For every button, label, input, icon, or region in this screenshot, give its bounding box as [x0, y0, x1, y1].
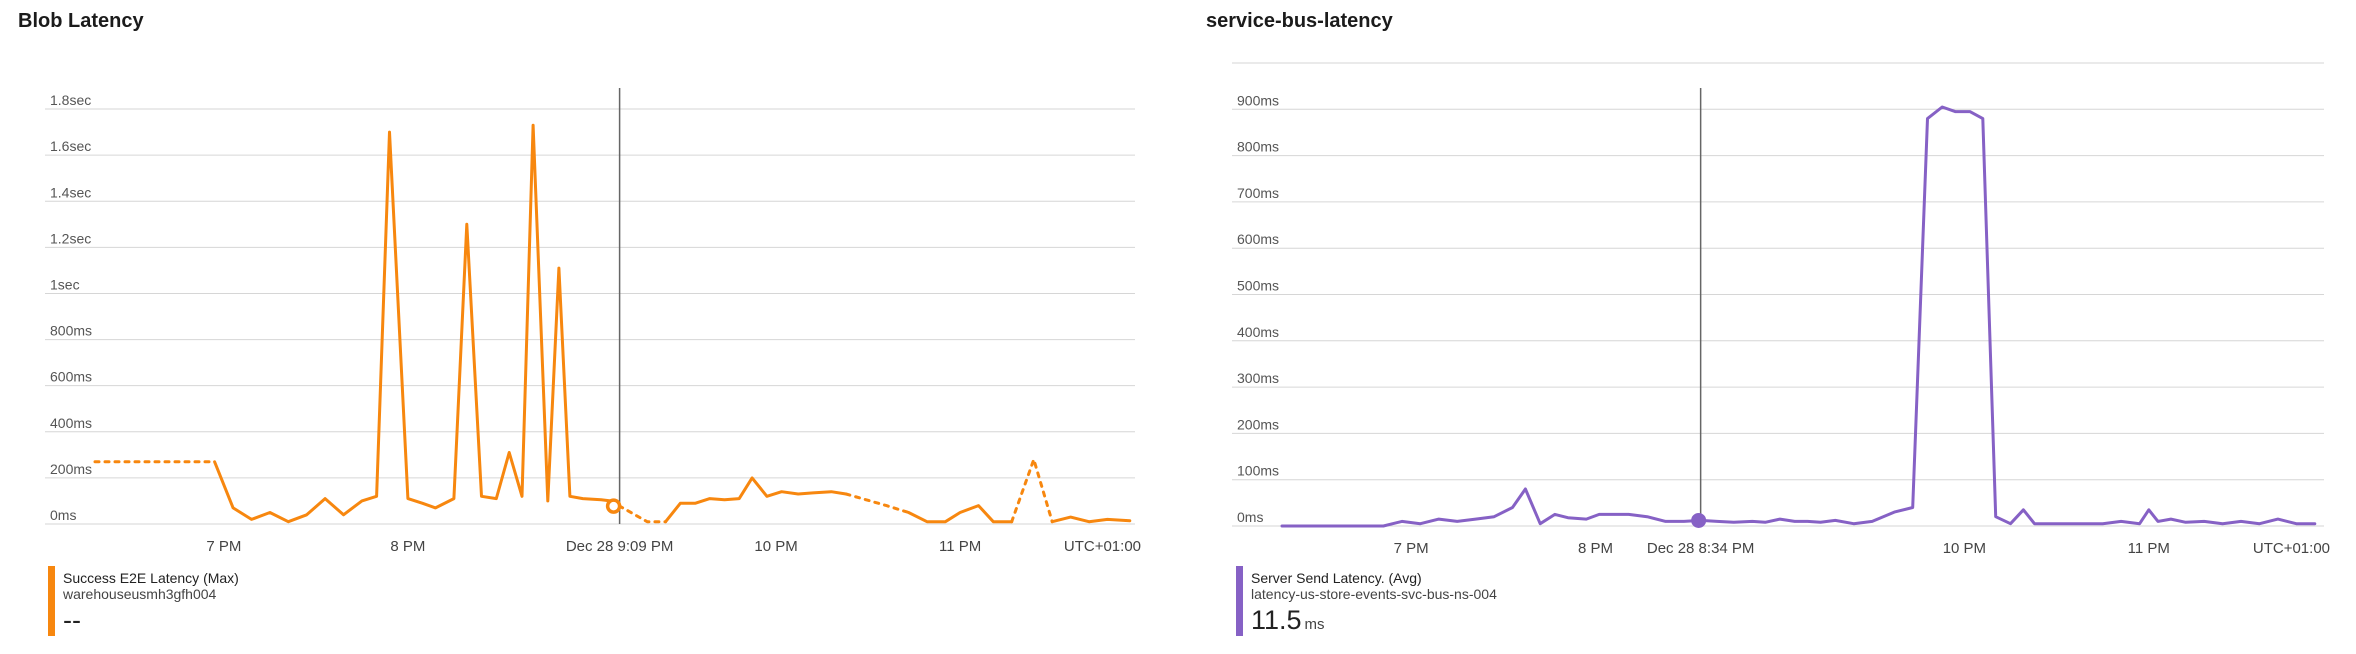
x-tick-label: 7 PM — [206, 538, 241, 555]
cursor-time-label: Dec 28 9:09 PM — [566, 538, 674, 555]
legend-resource-name: warehouseusmh3gfh004 — [63, 586, 217, 602]
timezone-label: UTC+01:00 — [2253, 540, 2330, 557]
chart-title: service-bus-latency — [1206, 10, 1393, 32]
legend-text: Success E2E Latency (Max) warehouseusmh3… — [63, 570, 239, 642]
series-line-segment — [664, 476, 848, 524]
series-line-dashed-segment — [1124, 519, 1137, 523]
y-tick-label: 1sec — [1237, 60, 1267, 62]
blob-latency-panel: Blob Latency 0ms 200ms 400ms 600ms 800ms 1sec… — [0, 10, 1180, 642]
series-line-segment — [907, 504, 1014, 524]
legend-value-number: -- — [63, 605, 81, 635]
y-tick-label: 300ms — [1237, 370, 1279, 386]
y-tick-label: 200ms — [50, 461, 92, 477]
y-tick-label: 1.8sec — [50, 92, 91, 108]
legend-value-unit: ms — [1304, 616, 1325, 633]
legend-color-swatch — [48, 566, 55, 636]
service-bus-latency-chart[interactable]: 0ms 100ms 200ms 300ms 400ms 500ms 600ms 700ms 80… — [1190, 60, 2356, 560]
blob-latency-chart[interactable]: 0ms 200ms 400ms 600ms 800ms 1sec 1.2sec 1.4sec 1… — [0, 60, 1180, 560]
y-tick-label: 200ms — [1237, 416, 1279, 432]
y-tick-label: 800ms — [1237, 139, 1279, 155]
x-tick-label: 10 PM — [754, 538, 797, 555]
legend-value-number: 11.5 — [1251, 605, 1302, 635]
y-tick-label: 1.4sec — [50, 184, 91, 200]
series-line-segment — [1050, 515, 1128, 524]
y-tick-label: 700ms — [1237, 185, 1279, 201]
cursor-time-label: Dec 28 8:34 PM — [1647, 540, 1755, 557]
y-tick-label: 500ms — [1237, 278, 1279, 294]
x-tick-label: 10 PM — [1943, 540, 1986, 557]
legend-color-swatch — [1236, 566, 1243, 636]
x-tick-label: 11 PM — [2128, 540, 2170, 557]
y-tick-label: 1.6sec — [50, 138, 91, 154]
y-tick-label: 1.2sec — [50, 230, 91, 246]
x-tick-label: 8 PM — [390, 538, 425, 555]
y-tick-label: 400ms — [50, 415, 92, 431]
cursor-label-background — [1645, 536, 1756, 558]
series-line-segment — [1280, 105, 2317, 528]
y-tick-label: 600ms — [1237, 231, 1279, 247]
legend-text: Server Send Latency. (Avg) latency-us-st… — [1251, 570, 1497, 642]
x-tick-label: 11 PM — [939, 538, 981, 555]
x-tick-label: 7 PM — [1394, 540, 1429, 557]
y-tick-label: 400ms — [1237, 324, 1279, 340]
series-line-dashed-segment — [1010, 458, 1054, 524]
legend-value: -- — [63, 603, 239, 642]
legend-resource-name: latency-us-store-events-svc-bus-ns-004 — [1251, 586, 1497, 602]
series-line-segment — [213, 123, 612, 524]
series-line-dashed-segment — [844, 492, 911, 514]
y-tick-label: 0ms — [1237, 509, 1263, 525]
legend-series-name: Success E2E Latency (Max) — [63, 570, 239, 586]
hover-point-marker — [605, 498, 622, 514]
y-tick-label: 900ms — [1237, 92, 1279, 108]
y-tick-label: 600ms — [50, 369, 92, 385]
legend-value: 11.5 ms — [1251, 603, 1497, 642]
cursor-label-background — [564, 534, 675, 556]
hover-point-marker — [1691, 512, 1707, 528]
y-tick-label: 800ms — [50, 323, 92, 339]
y-tick-label: 100ms — [1237, 463, 1279, 479]
y-tick-label: 1sec — [50, 276, 80, 292]
y-tick-label: 0ms — [50, 507, 76, 523]
service-bus-latency-panel: service-bus-latency 0ms 100ms 200ms 300ms 40… — [1190, 0, 2356, 654]
x-tick-label: 8 PM — [1578, 540, 1613, 557]
chart-title: Blob Latency — [18, 10, 144, 32]
timezone-label: UTC+01:00 — [1064, 538, 1141, 555]
legend-series-name: Server Send Latency. (Avg) — [1251, 570, 1422, 586]
series-line-dashed-segment — [608, 499, 668, 524]
